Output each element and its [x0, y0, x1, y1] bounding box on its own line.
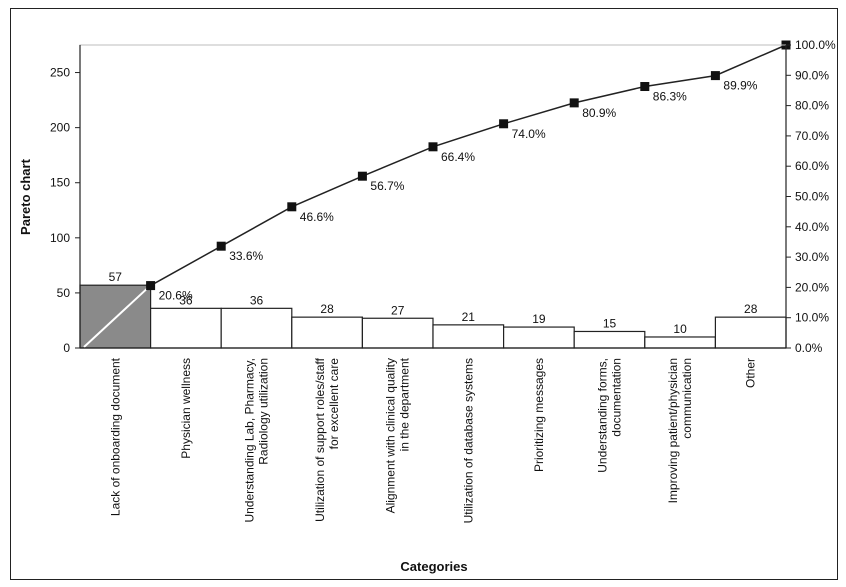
cumulative-percent-label: 66.4%: [441, 150, 475, 164]
x-category-label: Prioritizing messages: [532, 358, 546, 472]
cumulative-marker: [287, 202, 297, 212]
bar-highlight-stroke: [83, 286, 150, 348]
cumulative-marker: [357, 171, 367, 181]
bar: [503, 326, 575, 349]
x-category-label: Other: [744, 358, 758, 388]
x-category-label-line: Radiology utilization: [257, 358, 271, 465]
y2-tick-label: 40.0%: [795, 220, 829, 234]
cumulative-marker: [710, 71, 720, 81]
bar: [291, 316, 363, 349]
y-tick-label: 250: [50, 66, 70, 80]
cumulative-line: [150, 44, 787, 287]
x-category-label-line: in the department: [398, 357, 412, 451]
x-category-label-line: Understanding forms,: [596, 358, 610, 473]
bar-value-label: 57: [109, 270, 123, 284]
x-category-label: Improving patient/physiciancommunication: [666, 358, 694, 503]
cumulative-percent-label: 46.6%: [300, 210, 334, 224]
x-category-label: Physician wellness: [179, 358, 193, 459]
y2-tick-label: 80.0%: [795, 99, 829, 113]
x-category-label: Utilization of database systems: [461, 358, 475, 523]
chart-frame: [10, 8, 838, 580]
cumulative-percent-label: 80.9%: [582, 106, 616, 120]
bar: [432, 324, 505, 349]
bar-value-label: 28: [744, 302, 758, 316]
y-tick-label: 0: [63, 341, 70, 355]
y-tick-label: 50: [57, 286, 71, 300]
bar: [714, 316, 787, 349]
x-category-label-line: for excellent care: [327, 358, 341, 450]
y2-tick-label: 0.0%: [795, 341, 823, 355]
y-tick-label: 200: [50, 121, 70, 135]
cumulative-marker: [569, 98, 579, 108]
x-category-label: Understanding Lab, Pharmacy,Radiology ut…: [243, 358, 271, 523]
bar: [361, 317, 434, 349]
bar-value-label: 36: [250, 293, 264, 307]
x-category-label-line: Lack of onboarding document: [108, 357, 122, 516]
cumulative-percent-label: 89.9%: [723, 79, 757, 93]
x-category-label-line: documentation: [610, 358, 624, 437]
bar-value-label: 27: [391, 303, 405, 317]
cumulative-marker: [216, 241, 226, 251]
x-category-label-line: communication: [680, 358, 694, 439]
bar: [644, 336, 716, 349]
cumulative-percent-label: 74.0%: [512, 127, 546, 141]
bars-group: [79, 284, 787, 349]
cumulative-percent-label: 20.6%: [159, 289, 193, 303]
x-category-label: Understanding forms,documentation: [596, 358, 624, 473]
y-tick-label: 100: [50, 231, 70, 245]
bar: [150, 307, 222, 349]
y2-tick-label: 50.0%: [795, 190, 829, 204]
cumulative-marker: [428, 142, 438, 152]
axes-group: 0 50 100 150 200 250 0.0% 10.0% 20.0% 30.0% 40.0% 5…: [50, 38, 836, 523]
x-category-label: Utilization of support roles/stafffor ex…: [313, 357, 341, 522]
bar-value-label: 21: [462, 310, 476, 324]
y2-tick-label: 20.0%: [795, 280, 829, 294]
bar-value-label: 15: [603, 316, 617, 330]
y2-tick-label: 10.0%: [795, 311, 829, 325]
x-category-label-line: Prioritizing messages: [532, 358, 546, 472]
y2-tick-label: 70.0%: [795, 129, 829, 143]
bar: [573, 330, 646, 349]
bar-value-label: 10: [673, 322, 687, 336]
y2-tick-label: 90.0%: [795, 68, 829, 82]
bar-value-label: 28: [320, 302, 334, 316]
x-category-label-line: Physician wellness: [179, 358, 193, 459]
cumulative-percent-label: 56.7%: [370, 179, 404, 193]
x-category-label-line: Utilization of database systems: [461, 358, 475, 523]
cumulative-marker: [499, 119, 509, 129]
x-axis-title: Categories: [400, 559, 467, 574]
x-category-label-line: Alignment with clinical quality: [384, 358, 398, 513]
y2-tick-label: 60.0%: [795, 159, 829, 173]
x-category-label-line: Improving patient/physician: [666, 358, 680, 503]
y2-tick-label: 100.0%: [795, 38, 836, 52]
y-tick-label: 150: [50, 176, 70, 190]
x-category-label: Alignment with clinical qualityin the de…: [384, 357, 412, 513]
labels-group: 57 36 36 28 27 21 19 15 10 28 20.6% 33.6% 46.6% 56.7%…: [109, 79, 758, 336]
bar: [220, 307, 293, 349]
cumulative-percent-label: 86.3%: [653, 90, 687, 104]
x-category-label-line: Understanding Lab, Pharmacy,: [243, 358, 257, 523]
bar-value-label: 19: [532, 312, 546, 326]
cumulative-marker: [640, 82, 650, 92]
y2-tick-label: 30.0%: [795, 250, 829, 264]
cumulative-percent-label: 33.6%: [229, 249, 263, 263]
x-category-label-line: Utilization of support roles/staff: [313, 357, 327, 522]
x-category-label-line: Other: [744, 358, 758, 388]
cumulative-marker: [146, 281, 156, 291]
y-axis-title: Pareto chart: [18, 158, 33, 235]
x-category-label: Lack of onboarding document: [108, 357, 122, 516]
bar-value-label: 36: [179, 293, 193, 307]
